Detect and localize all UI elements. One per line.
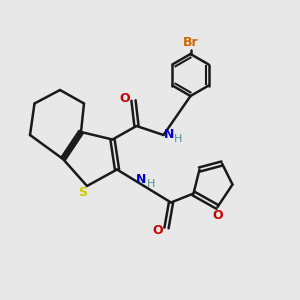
Text: O: O — [119, 92, 130, 106]
Text: N: N — [136, 173, 146, 186]
Text: S: S — [78, 186, 87, 199]
Text: O: O — [153, 224, 164, 237]
Text: H: H — [146, 179, 155, 189]
Text: H: H — [174, 134, 182, 145]
Text: Br: Br — [183, 36, 198, 49]
Text: O: O — [213, 208, 224, 222]
Text: N: N — [164, 128, 174, 142]
